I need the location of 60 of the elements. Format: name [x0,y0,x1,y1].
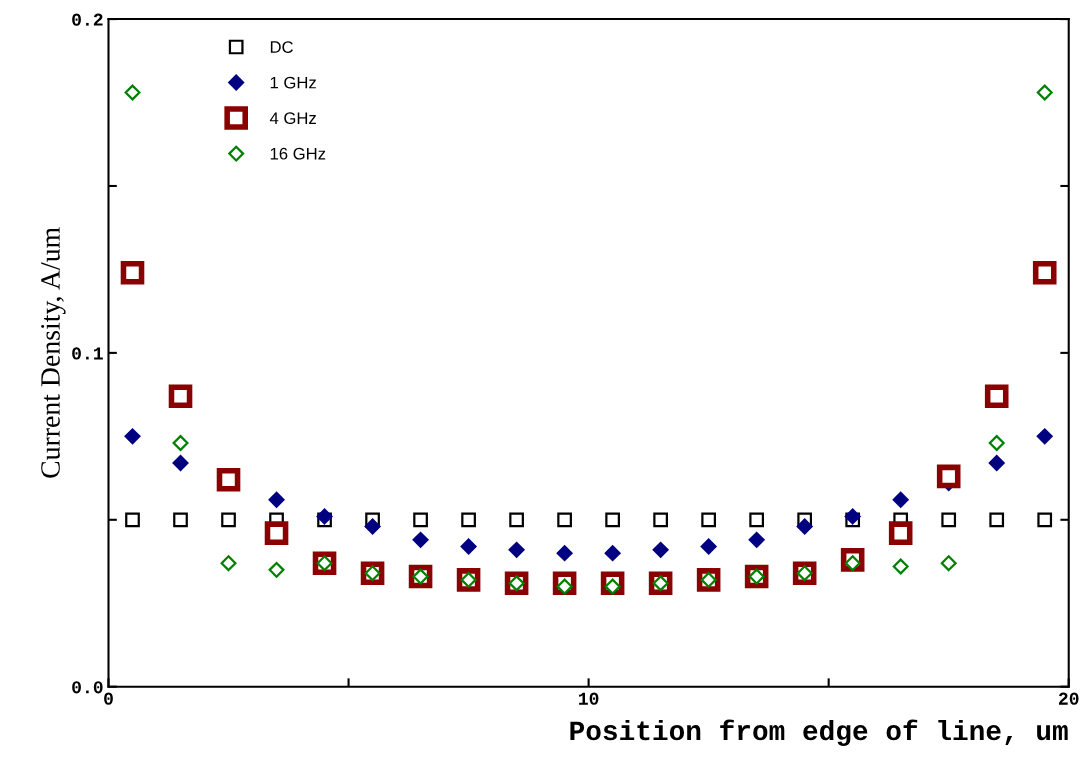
x-tick-label: 0 [104,692,113,705]
point [220,555,237,572]
point [168,384,193,409]
x-tick-label: 20 [1058,692,1079,705]
point [268,561,285,578]
point [460,538,477,555]
point [984,384,1009,409]
point [509,512,524,528]
point [1032,260,1057,285]
point [989,512,1005,528]
point [124,84,141,101]
point [700,538,717,555]
point [652,541,669,558]
point [936,464,961,489]
point [221,512,236,528]
x-axis-title: Position from edge of line, um [570,719,1068,746]
point [264,521,289,545]
point [556,545,573,562]
point [988,455,1005,472]
point [748,531,765,548]
point [796,518,813,535]
point [749,512,765,528]
x-tick-label: 10 [578,692,599,705]
point [557,512,572,528]
legend-label: 1 GHz [270,76,316,89]
y-tick-label: 0.0 [72,681,103,694]
legend-label: DC [270,41,293,53]
point [604,545,621,562]
point [316,508,333,525]
y-tick-label: 0.1 [72,347,103,360]
point [173,512,188,528]
point [268,491,285,508]
point [605,512,620,528]
point [940,555,957,572]
point [461,512,476,528]
point [1037,512,1053,528]
legend-label: 16 GHz [270,147,326,160]
point [892,558,909,575]
point [1036,428,1053,445]
point [412,531,429,548]
point [124,428,141,445]
point [701,512,716,528]
point [941,512,957,528]
point [844,508,861,525]
point [508,541,525,558]
point [892,491,909,508]
point [988,435,1005,451]
point [364,518,381,535]
y-tick-label: 0.2 [72,13,103,26]
point [216,467,241,492]
point [413,512,428,528]
point [1036,84,1053,101]
point [125,512,140,528]
point [172,455,189,472]
point [172,435,189,451]
point [653,512,668,528]
point [888,521,913,545]
y-axis-title: Current Density, A/um [41,227,66,478]
point [120,260,145,285]
legend-label: 4 GHz [269,112,316,125]
